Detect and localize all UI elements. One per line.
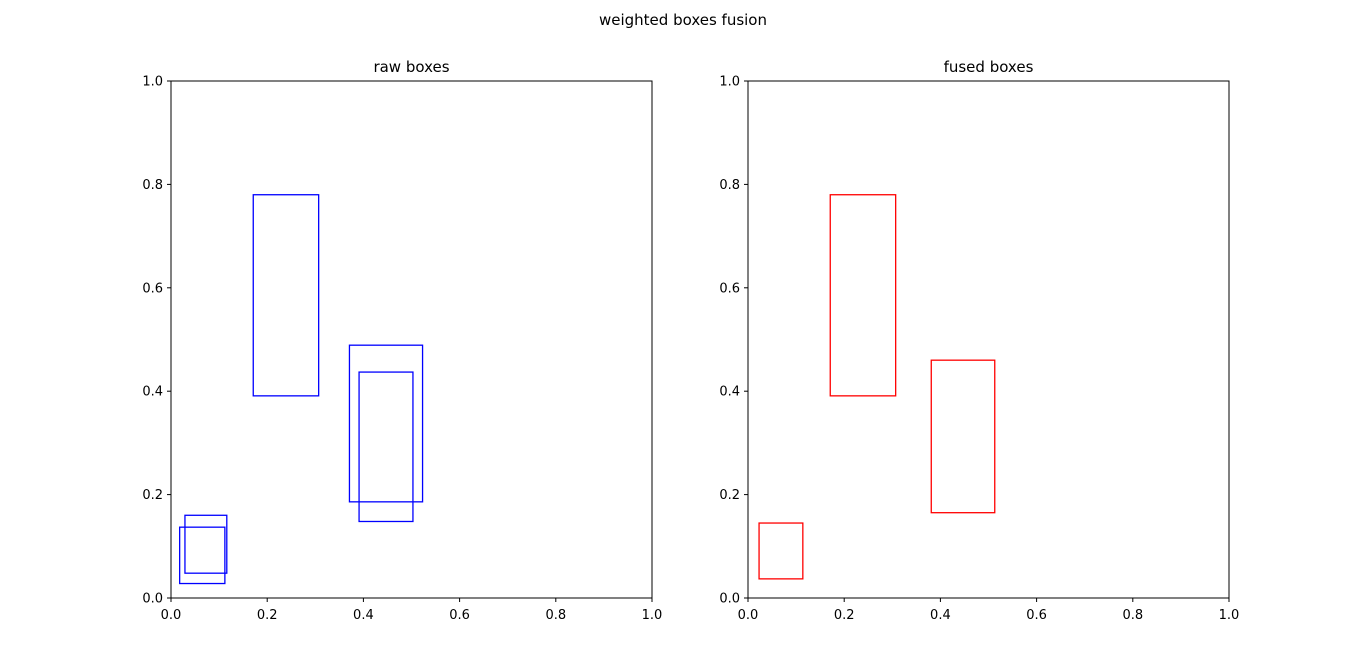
fused-ytick-label-3: 0.6	[719, 281, 740, 296]
axes-title-fused-boxes: fused boxes	[944, 58, 1034, 76]
fused-xtick-label-0: 0.0	[738, 608, 759, 623]
raw-xtick-label-1: 0.2	[257, 608, 278, 623]
fused-box-2	[829, 194, 897, 397]
axes-frame-raw-boxes	[170, 80, 653, 599]
fused-ytick-label-5: 1.0	[719, 75, 740, 90]
raw-xtick-label-0: 0.0	[161, 608, 182, 623]
fused-box-1	[758, 522, 804, 580]
raw-ytick-label-0: 0.0	[142, 592, 163, 607]
raw-xtick-label-4: 0.8	[545, 608, 566, 623]
raw-box-2	[184, 514, 228, 574]
axes-raw-boxes: raw boxes 0.0 0.2 0.4 0.6 0.8 1.0 0.0 0.2 0.4 0.6…	[142, 58, 662, 623]
raw-box-3	[252, 194, 320, 397]
fused-ytick-label-0: 0.0	[719, 592, 740, 607]
raw-xtick-label-3: 0.6	[449, 608, 470, 623]
fused-xtick-label-3: 0.6	[1026, 608, 1047, 623]
fused-xtick-label-4: 0.8	[1122, 608, 1143, 623]
raw-xtick-label-5: 1.0	[642, 608, 663, 623]
axes-fused-boxes: fused boxes 0.0 0.2 0.4 0.6 0.8 1.00.00.20.40…	[719, 58, 1239, 623]
axes-title-raw-boxes: raw boxes	[373, 58, 449, 76]
fused-ytick-label-4: 0.8	[719, 178, 740, 193]
fused-xtick-label-2: 0.4	[930, 608, 951, 623]
raw-box-1	[179, 526, 226, 585]
fused-ytick-label-2: 0.4	[719, 385, 740, 400]
raw-boxes-group	[179, 194, 424, 585]
fused-boxes-group	[758, 194, 996, 580]
raw-ytick-label-2: 0.4	[142, 385, 163, 400]
raw-ytick-label-5: 1.0	[142, 75, 163, 90]
figure-suptitle: weighted boxes fusion	[599, 11, 767, 29]
fused-box-3	[930, 359, 996, 514]
raw-box-4	[348, 344, 424, 503]
raw-ytick-label-4: 0.8	[142, 178, 163, 193]
raw-xtick-label-2: 0.4	[353, 608, 374, 623]
fused-boxes-ticks: 0.0 0.2 0.4 0.6 0.8 1.0 0.0 0.2 0.4 0.6 0.8 1.0	[719, 75, 1239, 624]
raw-ytick-label-3: 0.6	[142, 281, 163, 296]
raw-ytick-label-1: 0.2	[142, 488, 163, 503]
fused-xtick-label-1: 0.2	[834, 608, 855, 623]
axes-frame-fused-boxes	[747, 80, 1230, 599]
fused-xtick-label-5: 1.0	[1219, 608, 1240, 623]
raw-boxes-ticks: 0.0 0.2 0.4 0.6 0.8 1.0 0.0 0.2 0.4 0.6 0.8 1.0	[142, 75, 662, 624]
raw-box-5	[358, 371, 414, 523]
fused-ytick-label-1: 0.2	[719, 488, 740, 503]
